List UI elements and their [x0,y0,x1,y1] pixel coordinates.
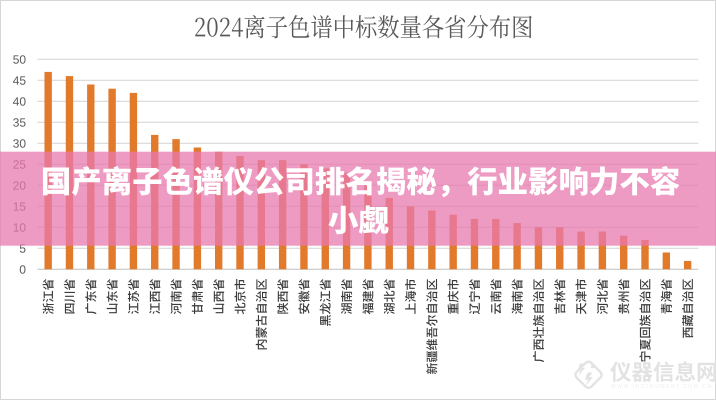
svg-text:WWW.INSTRUMENT.COM.CN: WWW.INSTRUMENT.COM.CN [611,384,713,390]
